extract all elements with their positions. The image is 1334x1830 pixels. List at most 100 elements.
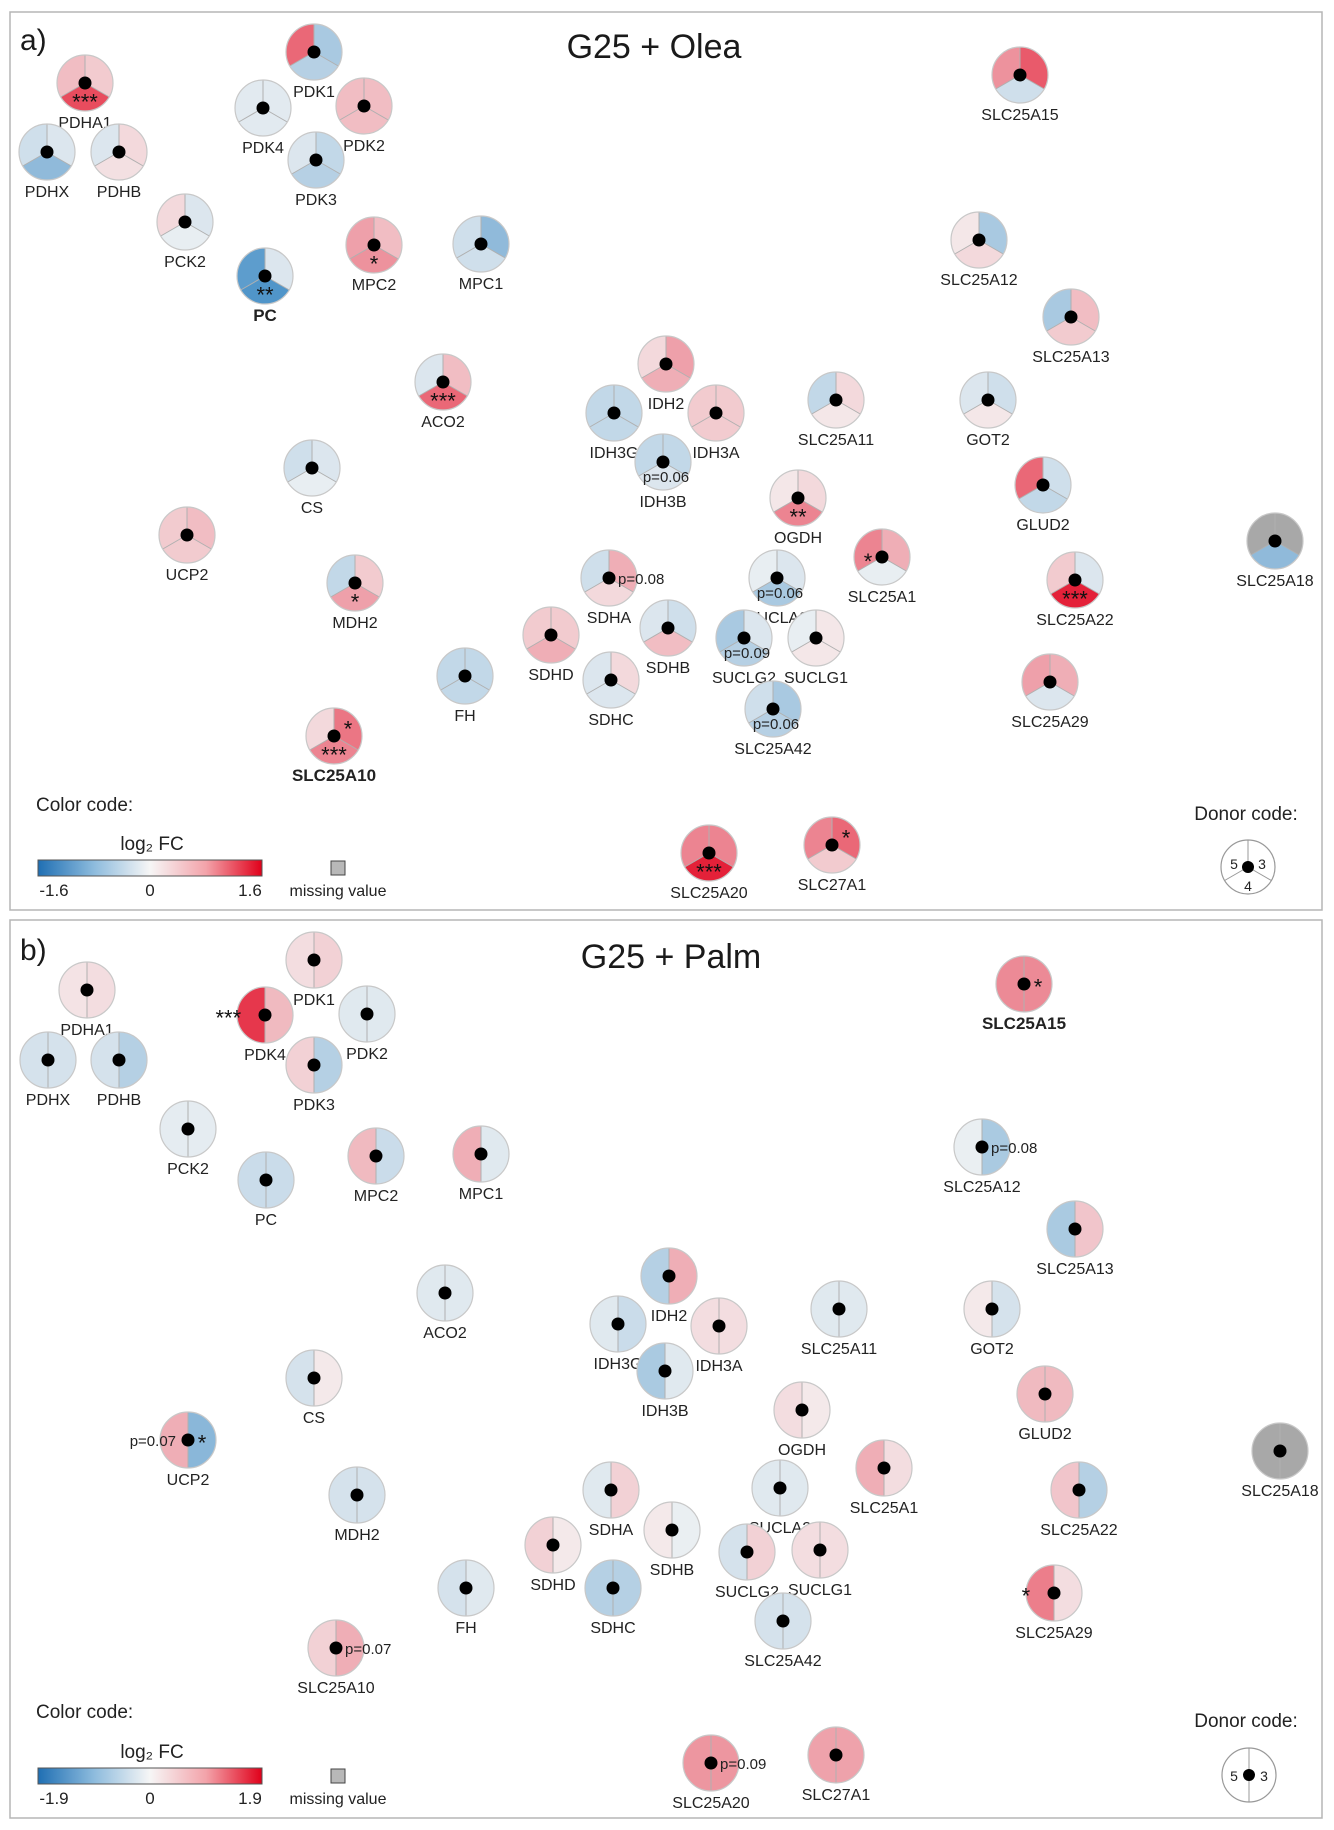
- node-fh: FH: [437, 1559, 495, 1637]
- node-slc27a1-wedge-1: [808, 1727, 836, 1783]
- node-slc27a1-label: SLC27A1: [798, 877, 867, 894]
- node-slc25a20-wedge-1: [683, 1735, 711, 1791]
- node-pc-center-dot: [259, 1173, 273, 1187]
- node-slc25a11: SLC25A11: [798, 371, 874, 449]
- panel-a-donor-dot: [1242, 861, 1254, 873]
- node-mpc1-outline: [452, 1125, 510, 1183]
- node-aco2-significance: ***: [430, 388, 456, 413]
- node-sdha-outline: [580, 549, 638, 607]
- node-pdk4-wedge-2: [265, 987, 293, 1043]
- node-slc25a22-outline: [1050, 1461, 1108, 1519]
- node-slc25a13: SLC25A13: [1032, 288, 1110, 366]
- node-slc25a15-wedge-1: [996, 956, 1024, 1012]
- node-slc25a15-label: SLC25A15: [982, 1014, 1066, 1033]
- node-pdha1-label: PDHA1: [58, 115, 111, 132]
- node-slc25a11-center-dot: [829, 393, 843, 407]
- node-aco2-center-dot: [436, 375, 450, 389]
- node-slc25a18-outline: [1251, 1422, 1309, 1480]
- node-slc25a22-outline: [1046, 551, 1104, 609]
- node-cs-center-dot: [305, 461, 319, 475]
- node-slc25a12-center-dot: [975, 1140, 989, 1154]
- node-pck2-label: PCK2: [164, 254, 206, 271]
- node-aco2-outline: [414, 353, 472, 411]
- node-slc25a12-wedge-2: [982, 1119, 1010, 1175]
- node-slc25a42-label: SLC25A42: [744, 1653, 821, 1670]
- node-mpc1-center-dot: [474, 237, 488, 251]
- node-slc25a12-center-dot: [972, 233, 986, 247]
- node-pdk2-center-dot: [360, 1007, 374, 1021]
- node-sdhc: SDHC: [582, 651, 640, 729]
- panel-a-scale-mid: 0: [145, 881, 154, 900]
- node-suclg1: SUCLG1: [788, 1521, 852, 1599]
- node-slc25a12-wedge-1: [954, 1119, 982, 1175]
- node-slc25a18-outline: [1246, 512, 1304, 570]
- node-mpc1-wedge-1: [453, 1126, 481, 1182]
- node-sdhd-center-dot: [546, 1538, 560, 1552]
- node-pdhx-wedge-2: [48, 1032, 76, 1088]
- node-ogdh-outline: [769, 469, 827, 527]
- node-idh3a-center-dot: [712, 1319, 726, 1333]
- node-slc25a10-wedge-1: [308, 1620, 336, 1676]
- node-pdhx: PDHX: [18, 123, 76, 201]
- node-got2: GOT2: [963, 1280, 1021, 1358]
- node-sucla2-wedge-2: [780, 1460, 808, 1516]
- node-sdhc-wedge-1: [585, 1560, 613, 1616]
- node-pdha1-wedge-1: [59, 962, 87, 1018]
- node-idh3a-wedge-1: [691, 1298, 719, 1354]
- node-pck2-center-dot: [178, 215, 192, 229]
- node-slc25a42-center-dot: [776, 1614, 790, 1628]
- panel-a-donor-code-label: Donor code:: [1194, 804, 1298, 825]
- node-pc-wedge-2: [266, 1152, 294, 1208]
- node-idh3a-label: IDH3A: [695, 1358, 742, 1375]
- node-ucp2: UCP2: [158, 506, 216, 584]
- node-sdha-center-dot: [602, 571, 616, 585]
- node-pc-center-dot: [258, 269, 272, 283]
- panel-b-scale-max: 1.9: [238, 1789, 262, 1808]
- node-mpc1: MPC1: [452, 215, 510, 293]
- node-sucla2-outline: [748, 549, 806, 607]
- node-sdhc-outline: [582, 651, 640, 709]
- node-slc25a18-wedge-2: [1280, 1423, 1308, 1479]
- node-sdhb-wedge-1: [644, 1502, 672, 1558]
- node-slc25a1-label: SLC25A1: [848, 589, 917, 606]
- node-idh3b: IDH3B: [636, 1342, 694, 1420]
- node-aco2: ***ACO2: [414, 353, 472, 431]
- node-pdk2-label: PDK2: [346, 1046, 388, 1063]
- panel-a-donor-label: 4: [1244, 878, 1252, 894]
- node-mdh2: *MDH2: [326, 554, 384, 632]
- panel-a-scale-min: -1.6: [39, 881, 68, 900]
- node-fh-wedge-2: [466, 1560, 494, 1616]
- node-sdhd-wedge-1: [525, 1517, 553, 1573]
- node-slc25a1-center-dot: [877, 1461, 891, 1475]
- node-got2-outline: [963, 1280, 1021, 1338]
- node-sucla2-center-dot: [770, 571, 784, 585]
- node-pck2: PCK2: [156, 193, 214, 271]
- node-pc-label: PC: [253, 306, 277, 325]
- node-slc25a11: SLC25A11: [801, 1280, 877, 1358]
- node-fh-label: FH: [454, 708, 475, 725]
- node-suclg1-outline: [791, 1521, 849, 1579]
- panel-a-missing-swatch: [330, 860, 346, 876]
- node-pdhx: PDHX: [19, 1031, 77, 1109]
- node-pc-outline: [237, 1151, 295, 1209]
- node-pdhx-wedge-1: [20, 1032, 48, 1088]
- node-slc25a10: SLC25A10 p=0.07: [297, 1619, 391, 1697]
- panel-b-missing-swatch: [330, 1768, 346, 1784]
- node-pdk3-outline: [285, 1036, 343, 1094]
- node-slc25a11-wedge-1: [811, 1281, 839, 1337]
- node-slc25a15-label: SLC25A15: [981, 107, 1058, 124]
- node-idh3b-label: IDH3B: [641, 1403, 688, 1420]
- node-ogdh-center-dot: [791, 491, 805, 505]
- node-sdha: SDHA: [582, 1461, 640, 1539]
- node-sucla2-wedge-1: [752, 1460, 780, 1516]
- node-fh-wedge-1: [438, 1560, 466, 1616]
- node-sdhd: SDHD: [522, 606, 580, 684]
- node-got2-outline: [959, 371, 1017, 429]
- node-slc25a29-outline: [1025, 1564, 1083, 1622]
- node-sdhc-outline: [584, 1559, 642, 1617]
- node-mdh2-label: MDH2: [332, 615, 377, 632]
- node-ucp2-center-dot: [180, 528, 194, 542]
- node-slc25a22-wedge-2: [1079, 1462, 1107, 1518]
- node-sdha-center-dot: [604, 1483, 618, 1497]
